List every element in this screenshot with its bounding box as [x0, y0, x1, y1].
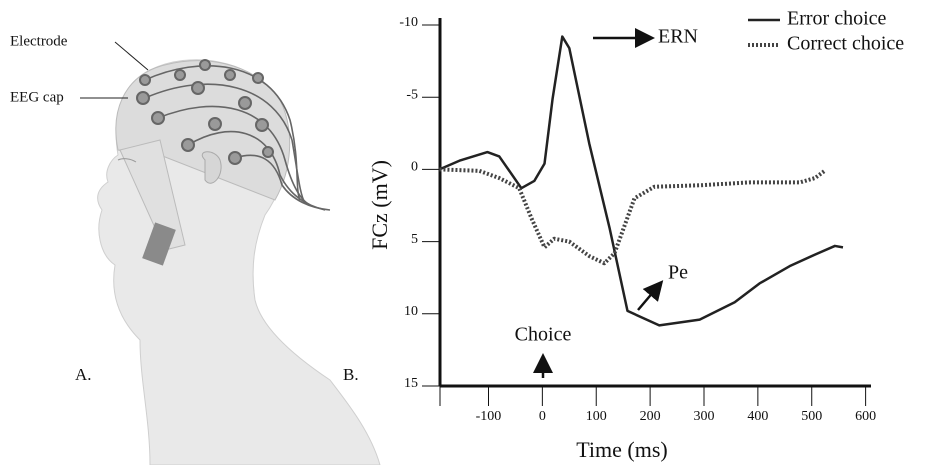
y-axis-label: FCz (mV) [367, 160, 392, 250]
x-tick-label: -100 [476, 409, 502, 424]
y-tick-label: 5 [411, 232, 418, 247]
annotation: ERN [658, 26, 698, 48]
x-tick-label: 500 [801, 409, 822, 424]
x-tick-label: 600 [855, 409, 876, 424]
line-series [439, 167, 826, 266]
y-tick-label: -5 [406, 87, 418, 102]
x-tick-label: 300 [693, 409, 714, 424]
x-axis-label: Time (ms) [576, 437, 667, 462]
y-tick-label: 0 [411, 160, 418, 175]
head-illustration [80, 41, 381, 465]
illustration-label: EEG cap [10, 89, 64, 105]
annotation-arrow [637, 280, 664, 311]
line-series [438, 35, 844, 327]
y-tick-label: -10 [399, 15, 418, 30]
panel-label: B. [343, 365, 359, 384]
annotation: Choice [515, 324, 572, 346]
y-tick-label: 10 [404, 304, 418, 319]
x-tick-label: 0 [539, 409, 546, 424]
legend-label: Correct choice [787, 33, 904, 55]
x-tick-label: 100 [586, 409, 607, 424]
x-tick-label: 200 [640, 409, 661, 424]
legend-label: Error choice [787, 8, 887, 30]
illustration-label: Electrode [10, 33, 68, 49]
x-tick-label: 400 [747, 409, 768, 424]
annotation: Pe [668, 262, 688, 284]
panel-label: A. [75, 365, 92, 384]
y-tick-label: 15 [404, 376, 418, 391]
